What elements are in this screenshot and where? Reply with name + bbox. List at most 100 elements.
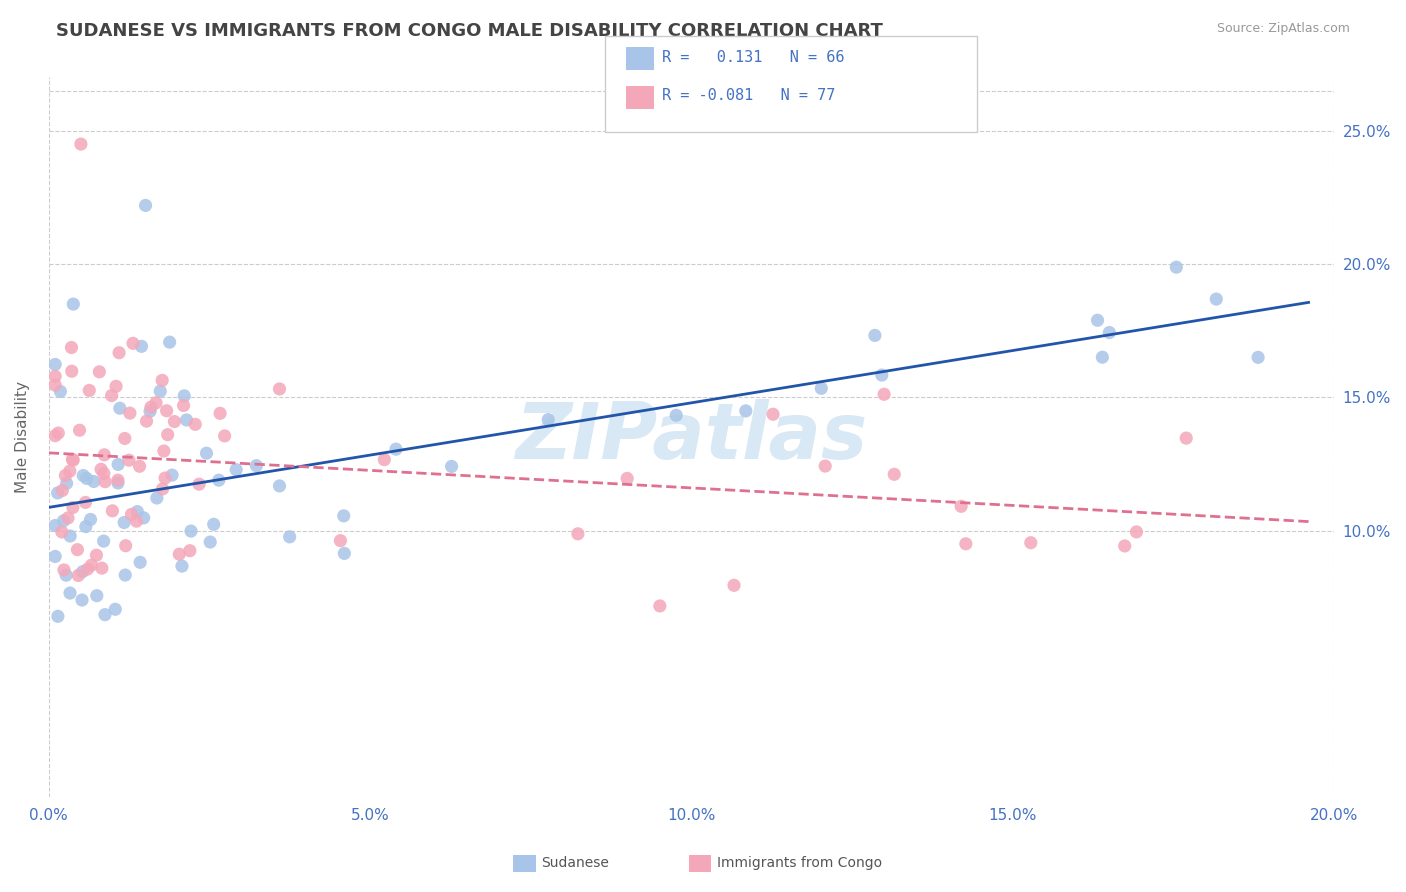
Point xyxy=(114,568,136,582)
Point xyxy=(873,387,896,401)
Point xyxy=(59,529,82,543)
Point xyxy=(153,471,176,485)
Point xyxy=(1019,535,1042,549)
Point xyxy=(44,518,66,533)
Point xyxy=(93,448,115,462)
Point xyxy=(90,462,112,476)
Point xyxy=(55,476,77,491)
Point xyxy=(72,468,94,483)
Point xyxy=(108,345,131,359)
Point xyxy=(127,505,149,519)
Point xyxy=(83,475,105,489)
Point xyxy=(59,464,82,478)
Point xyxy=(163,415,186,429)
Point xyxy=(90,561,112,575)
Point xyxy=(128,459,150,474)
Point xyxy=(225,463,247,477)
Point xyxy=(1205,292,1227,306)
Point xyxy=(77,384,100,398)
Point xyxy=(62,297,84,311)
Point xyxy=(53,468,76,483)
Point xyxy=(333,546,356,560)
Point xyxy=(104,602,127,616)
Point xyxy=(79,512,101,526)
Point xyxy=(60,364,83,378)
Point xyxy=(135,198,157,212)
Point xyxy=(180,524,202,538)
Point xyxy=(1175,431,1198,445)
Point xyxy=(149,384,172,399)
Point xyxy=(810,381,832,395)
Point xyxy=(179,543,201,558)
Point xyxy=(734,404,756,418)
Point xyxy=(62,453,84,467)
Point xyxy=(1087,313,1109,327)
Point xyxy=(105,379,128,393)
Point xyxy=(114,432,136,446)
Point xyxy=(332,508,354,523)
Point xyxy=(89,365,111,379)
Point xyxy=(814,458,837,473)
Point xyxy=(125,514,148,528)
Point xyxy=(1125,524,1147,539)
Point xyxy=(188,477,211,491)
Point xyxy=(69,423,91,437)
Point xyxy=(131,339,153,353)
Point xyxy=(373,452,395,467)
Point xyxy=(200,535,222,549)
Point xyxy=(167,547,190,561)
Point xyxy=(176,413,198,427)
Point xyxy=(72,565,94,579)
Point xyxy=(46,425,69,440)
Point xyxy=(76,562,98,576)
Point xyxy=(723,578,745,592)
Point xyxy=(101,504,124,518)
Point xyxy=(107,473,129,487)
Y-axis label: Male Disability: Male Disability xyxy=(15,382,30,493)
Point xyxy=(107,475,129,490)
Point xyxy=(44,378,66,392)
Text: R =   0.131   N = 66: R = 0.131 N = 66 xyxy=(662,51,845,65)
Point xyxy=(46,486,69,500)
Point xyxy=(150,373,173,387)
Point xyxy=(537,412,560,426)
Point xyxy=(129,555,152,569)
Point xyxy=(202,517,225,532)
Point xyxy=(114,539,136,553)
Point xyxy=(145,396,167,410)
Point xyxy=(108,401,131,416)
Text: Source: ZipAtlas.com: Source: ZipAtlas.com xyxy=(1216,22,1350,36)
Point xyxy=(132,511,155,525)
Point xyxy=(75,495,97,509)
Point xyxy=(94,607,117,622)
Point xyxy=(209,406,232,420)
Text: Immigrants from Congo: Immigrants from Congo xyxy=(717,856,882,871)
Text: ZIPatlas: ZIPatlas xyxy=(516,400,868,475)
Point xyxy=(62,500,84,515)
Point xyxy=(440,459,463,474)
Point xyxy=(44,428,66,442)
Point xyxy=(567,526,589,541)
Point xyxy=(214,429,236,443)
Point xyxy=(153,444,176,458)
Point xyxy=(1098,326,1121,340)
Point xyxy=(665,409,688,423)
Point xyxy=(55,568,77,582)
Point xyxy=(269,382,291,396)
Point xyxy=(118,406,141,420)
Point xyxy=(122,336,145,351)
Point xyxy=(70,137,93,152)
Point xyxy=(107,458,129,472)
Point xyxy=(173,389,195,403)
Point xyxy=(100,388,122,402)
Point xyxy=(762,407,785,421)
Point xyxy=(1091,350,1114,364)
Point xyxy=(60,452,83,467)
Point xyxy=(269,479,291,493)
Point xyxy=(1114,539,1136,553)
Point xyxy=(146,491,169,505)
Point xyxy=(1166,260,1188,275)
Point xyxy=(156,427,179,442)
Point xyxy=(135,414,157,428)
Point xyxy=(51,524,73,539)
